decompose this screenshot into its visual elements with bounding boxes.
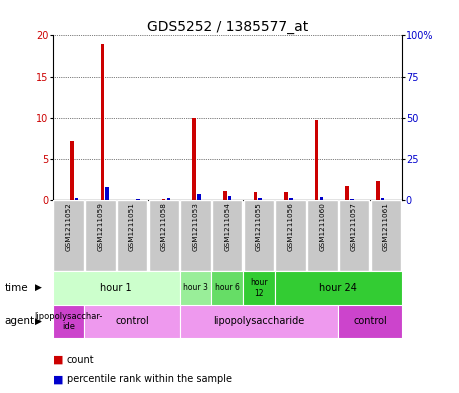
- Bar: [211, 271, 243, 305]
- Title: GDS5252 / 1385577_at: GDS5252 / 1385577_at: [146, 20, 308, 34]
- Bar: [244, 200, 274, 271]
- Bar: [253, 192, 257, 200]
- Text: hour 6: hour 6: [215, 283, 240, 292]
- Text: GSM1211052: GSM1211052: [66, 202, 72, 252]
- Bar: [307, 200, 337, 271]
- Text: ■: ■: [53, 354, 63, 365]
- Bar: [243, 271, 275, 305]
- Bar: [53, 271, 179, 305]
- Bar: [345, 186, 349, 200]
- Text: lipopolysacchar-
ide: lipopolysacchar- ide: [34, 312, 103, 331]
- Bar: [192, 118, 196, 200]
- Bar: [53, 305, 84, 338]
- Text: GSM1211061: GSM1211061: [383, 202, 389, 252]
- Bar: [136, 199, 140, 200]
- Bar: [179, 271, 211, 305]
- Text: hour 24: hour 24: [319, 283, 357, 293]
- Text: count: count: [67, 354, 94, 365]
- Text: GSM1211053: GSM1211053: [192, 202, 198, 252]
- Bar: [381, 198, 385, 200]
- Text: hour 3: hour 3: [183, 283, 208, 292]
- Text: GSM1211058: GSM1211058: [161, 202, 167, 252]
- Text: GSM1211057: GSM1211057: [351, 202, 357, 252]
- Text: percentile rank within the sample: percentile rank within the sample: [67, 374, 231, 384]
- Text: GSM1211055: GSM1211055: [256, 202, 262, 252]
- Bar: [53, 200, 84, 271]
- Bar: [197, 194, 201, 200]
- Text: ▶: ▶: [35, 283, 42, 292]
- Text: GSM1211059: GSM1211059: [97, 202, 103, 252]
- Bar: [117, 200, 147, 271]
- Text: ▶: ▶: [35, 317, 42, 326]
- Bar: [228, 196, 231, 200]
- Bar: [101, 44, 104, 200]
- Text: control: control: [115, 316, 149, 326]
- Bar: [167, 198, 170, 200]
- Bar: [284, 192, 288, 200]
- Text: hour 1: hour 1: [101, 283, 132, 293]
- Bar: [376, 181, 380, 200]
- Bar: [339, 200, 369, 271]
- Bar: [319, 197, 323, 200]
- Bar: [315, 120, 319, 200]
- Bar: [75, 198, 78, 200]
- Bar: [289, 198, 293, 200]
- Text: ■: ■: [53, 374, 63, 384]
- Bar: [350, 199, 354, 200]
- Text: lipopolysaccharide: lipopolysaccharide: [213, 316, 304, 326]
- Bar: [275, 271, 402, 305]
- Text: GSM1211060: GSM1211060: [319, 202, 325, 252]
- Bar: [223, 191, 227, 200]
- Bar: [212, 200, 242, 271]
- Bar: [180, 200, 211, 271]
- Bar: [70, 141, 73, 200]
- Bar: [106, 187, 109, 200]
- Bar: [370, 200, 401, 271]
- Bar: [162, 199, 165, 200]
- Text: control: control: [353, 316, 387, 326]
- Text: agent: agent: [5, 316, 35, 326]
- Bar: [258, 198, 262, 200]
- Bar: [85, 200, 116, 271]
- Bar: [179, 305, 338, 338]
- Text: GSM1211054: GSM1211054: [224, 202, 230, 252]
- Text: hour
12: hour 12: [250, 278, 268, 298]
- Bar: [338, 305, 402, 338]
- Text: GSM1211056: GSM1211056: [288, 202, 294, 252]
- Bar: [84, 305, 179, 338]
- Bar: [275, 200, 306, 271]
- Text: GSM1211051: GSM1211051: [129, 202, 135, 252]
- Text: time: time: [5, 283, 28, 293]
- Bar: [149, 200, 179, 271]
